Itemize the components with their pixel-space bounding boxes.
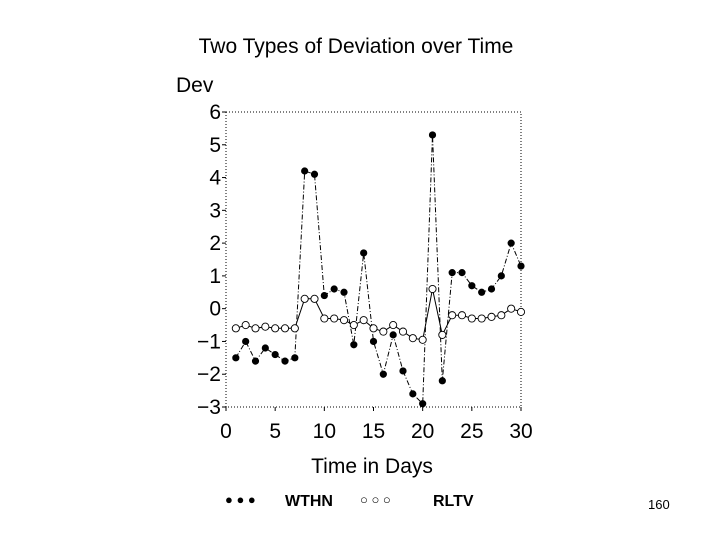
data-point-rltv xyxy=(349,321,358,330)
data-point-rltv xyxy=(290,324,299,333)
data-point-rltv xyxy=(231,324,240,333)
y-axis-label: Dev xyxy=(176,74,214,97)
legend-symbol-wthn: ● ● ● xyxy=(225,492,256,507)
data-point-wthn xyxy=(468,282,476,290)
data-point-wthn xyxy=(507,239,515,247)
data-point-rltv xyxy=(271,324,280,333)
data-point-wthn xyxy=(409,390,417,398)
data-point-wthn xyxy=(301,167,309,175)
x-tick-labels: 0 5 10 15 20 25 30 xyxy=(220,407,533,443)
data-point-wthn xyxy=(360,249,368,257)
plot-border xyxy=(225,111,522,408)
y-tick-label: −3 xyxy=(197,396,221,419)
series-line-wthn xyxy=(235,134,522,405)
data-point-wthn xyxy=(517,262,525,270)
y-tick-label: 5 xyxy=(209,134,221,157)
data-point-rltv xyxy=(339,316,349,325)
data-point-rltv xyxy=(467,314,476,323)
data-point-rltv xyxy=(251,324,260,333)
y-tick-label: 6 xyxy=(209,101,221,124)
data-point-wthn xyxy=(291,354,299,362)
data-point-rltv xyxy=(369,324,378,333)
legend-label-wthn: WTHN xyxy=(285,493,333,510)
data-point-wthn xyxy=(448,269,456,277)
data-point-rltv xyxy=(398,327,408,336)
data-point-wthn xyxy=(320,291,328,300)
y-tick-label: 3 xyxy=(209,199,221,222)
data-point-wthn xyxy=(340,288,348,296)
series-line-rltv xyxy=(235,288,522,341)
data-point-wthn xyxy=(350,341,358,349)
data-point-wthn xyxy=(330,285,338,293)
data-point-wthn xyxy=(487,285,496,293)
data-point-rltv xyxy=(389,321,398,330)
series-lines xyxy=(235,134,522,405)
data-point-wthn xyxy=(310,170,319,178)
data-point-wthn xyxy=(251,357,260,365)
plot-frame xyxy=(225,111,522,408)
data-point-wthn xyxy=(399,367,407,375)
data-point-wthn xyxy=(232,354,240,362)
data-point-rltv xyxy=(408,334,417,343)
data-point-rltv xyxy=(457,311,467,320)
data-point-rltv xyxy=(516,307,526,316)
data-point-wthn xyxy=(458,269,466,277)
data-point-rltv xyxy=(477,314,486,323)
data-point-rltv xyxy=(300,294,309,303)
legend: ● ● ● WTHN ○ ○ ○ RLTV xyxy=(225,492,474,510)
data-point-rltv xyxy=(438,330,447,339)
y-tick-label: −1 xyxy=(197,330,221,353)
data-point-rltv xyxy=(330,314,339,323)
data-point-rltv xyxy=(261,322,270,331)
data-point-wthn xyxy=(438,377,446,385)
y-tick-labels: 6 5 4 3 2 1 0 −1 −2 −3 xyxy=(197,101,226,419)
legend-label-rltv: RLTV xyxy=(433,493,474,510)
y-tick-label: 4 xyxy=(209,167,221,190)
data-point-wthn xyxy=(419,400,427,408)
data-point-rltv xyxy=(497,311,506,320)
data-point-wthn xyxy=(379,370,387,378)
series-points xyxy=(231,131,526,408)
x-tick-label: 5 xyxy=(269,420,281,443)
x-tick-label: 30 xyxy=(509,420,532,443)
data-point-rltv xyxy=(487,312,496,321)
data-point-rltv xyxy=(418,335,427,344)
data-point-rltv xyxy=(320,314,329,323)
data-point-wthn xyxy=(497,272,505,280)
legend-symbol-rltv: ○ ○ ○ xyxy=(360,492,391,507)
data-point-rltv xyxy=(507,304,516,313)
data-point-rltv xyxy=(241,321,250,330)
data-point-rltv xyxy=(310,294,319,303)
data-point-rltv xyxy=(280,324,290,333)
y-tick-label: −2 xyxy=(197,363,221,386)
data-point-wthn xyxy=(271,350,279,359)
y-tick-label: 1 xyxy=(209,265,221,288)
x-axis-label: Time in Days xyxy=(311,455,433,478)
x-tick-label: 15 xyxy=(362,420,385,443)
data-point-rltv xyxy=(428,284,437,294)
data-point-wthn xyxy=(261,344,269,352)
data-point-wthn xyxy=(281,357,289,365)
data-point-wthn xyxy=(369,337,378,346)
chart-title: Two Types of Deviation over Time xyxy=(199,35,514,58)
data-point-wthn xyxy=(478,288,486,296)
data-point-wthn xyxy=(389,331,397,339)
data-point-rltv xyxy=(379,327,388,336)
x-tick-label: 25 xyxy=(460,420,483,443)
x-tick-label: 10 xyxy=(313,420,336,443)
x-tick-label: 20 xyxy=(411,420,434,443)
data-point-rltv xyxy=(448,311,457,320)
data-point-wthn xyxy=(242,337,250,346)
data-point-wthn xyxy=(428,131,437,139)
data-point-rltv xyxy=(359,316,368,325)
slide-number: 160 xyxy=(648,497,670,512)
y-tick-label: 2 xyxy=(209,232,221,255)
y-tick-label: 0 xyxy=(209,298,221,321)
x-tick-label: 0 xyxy=(220,420,232,443)
